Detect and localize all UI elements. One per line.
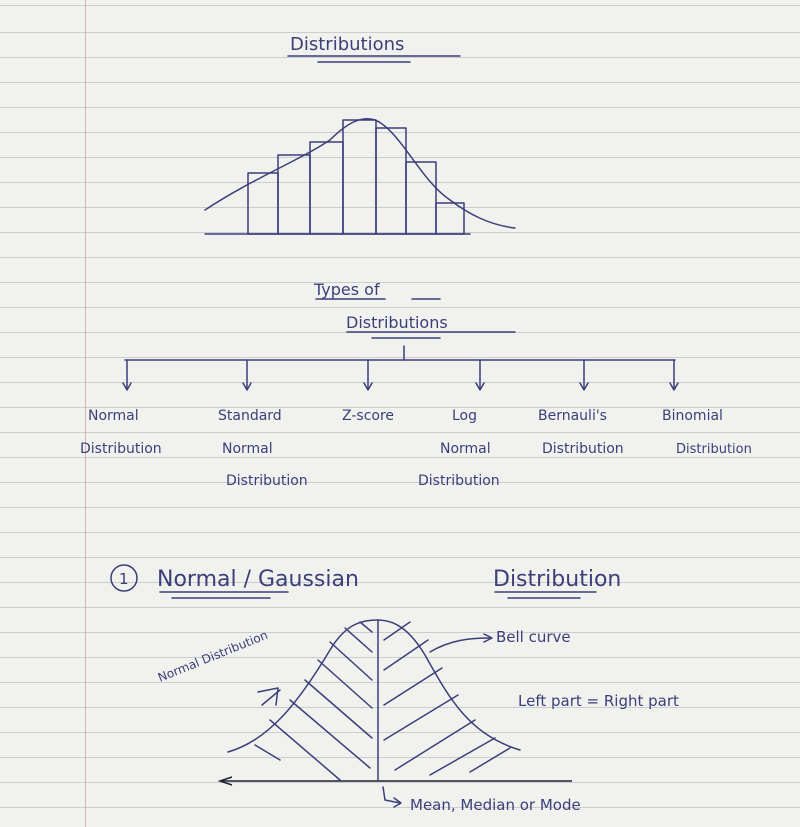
type-bernauli-l1: Bernauli's [538, 408, 607, 424]
type-binomial-l2: Distribution [676, 442, 752, 457]
type-log-l2: Normal [440, 441, 491, 457]
type-normal-l1: Normal [88, 408, 139, 424]
section-number: 1 [119, 570, 129, 588]
center-label: Mean, Median or Mode [410, 796, 581, 814]
section-number-circle [110, 564, 138, 592]
bell-curve-label: Bell curve [496, 628, 571, 646]
type-normal-l2: Distribution [80, 441, 162, 457]
type-standard-l2: Normal [222, 441, 273, 457]
types-tree [122, 345, 679, 391]
margin-line [85, 0, 86, 827]
section-underline-a [159, 591, 289, 599]
section-title-b: Distribution [493, 567, 621, 592]
type-log-l3: Distribution [418, 473, 500, 489]
type-zscore: Z-score [342, 408, 394, 424]
bell-curve-figure [217, 619, 572, 808]
equality-label: Left part = Right part [518, 692, 679, 710]
histogram-sketch [204, 118, 516, 235]
types-heading-underline2 [346, 331, 516, 339]
normal-distribution-label: Normal Distribution [156, 628, 270, 685]
types-heading-line2: Distributions [346, 313, 448, 332]
type-standard-l3: Distribution [226, 473, 308, 489]
type-log-l1: Log [452, 408, 477, 424]
type-standard-l1: Standard [218, 408, 282, 424]
section-underline-b [494, 591, 597, 599]
section-title-a: Normal / Gaussian [157, 567, 359, 592]
page-title: Distributions [290, 34, 404, 55]
type-bernauli-l2: Distribution [542, 441, 624, 457]
types-heading-line1: Types of [313, 280, 380, 299]
type-binomial-l1: Binomial [662, 408, 723, 424]
